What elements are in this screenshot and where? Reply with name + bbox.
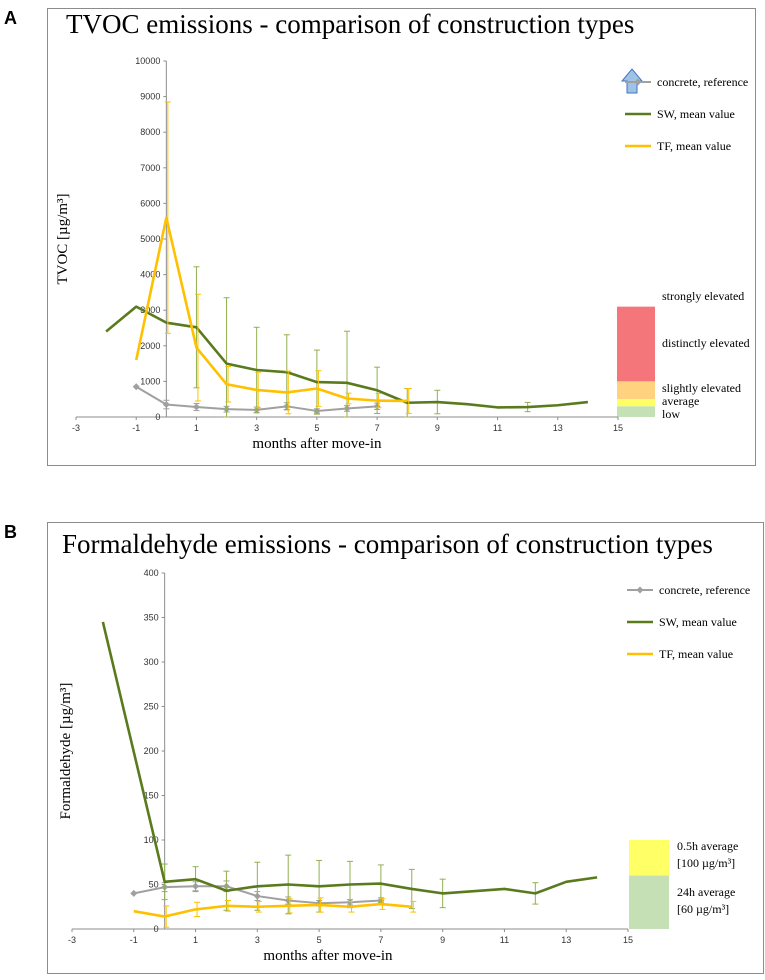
a-legend-concrete-label: concrete, reference xyxy=(657,75,748,89)
a-x-tick-label-15: 15 xyxy=(613,423,623,433)
a-x-tick-label-13: 13 xyxy=(553,423,563,433)
b-category-sublabel-0: [100 µg/m³] xyxy=(677,856,735,870)
b-category-band-0 xyxy=(629,840,669,876)
b-x-tick-label--1: -1 xyxy=(130,935,138,945)
a-category-label-2: slightly elevated xyxy=(662,381,741,395)
a-y-tick-label-10000: 10000 xyxy=(135,56,160,66)
b-y-tick-label-100: 100 xyxy=(144,835,159,845)
b-x-tick-label-15: 15 xyxy=(623,935,633,945)
b-y-axis-label: Formaldehyde [µg/m³] xyxy=(58,683,74,820)
a-x-tick-label-3: 3 xyxy=(254,423,259,433)
b-legend-concrete-label: concrete, reference xyxy=(659,583,750,597)
b-y-tick-label-250: 250 xyxy=(144,702,159,712)
b-x-tick-label-3: 3 xyxy=(255,935,260,945)
b-y-tick-label-400: 400 xyxy=(144,568,159,578)
a-x-tick-label--3: -3 xyxy=(72,423,80,433)
a-category-label-0: strongly elevated xyxy=(662,289,744,303)
a-y-tick-label-0: 0 xyxy=(155,412,160,422)
b-category-band-1 xyxy=(629,875,669,929)
b-x-tick-label-5: 5 xyxy=(317,935,322,945)
a-category-label-3: average xyxy=(662,394,699,408)
a-x-tick-label-1: 1 xyxy=(194,423,199,433)
b-x-tick-label-11: 11 xyxy=(500,935,509,945)
b-x-tick-label-13: 13 xyxy=(561,935,571,945)
a-x-tick-label--1: -1 xyxy=(132,423,140,433)
b-x-tick-label--3: -3 xyxy=(68,935,76,945)
a-y-axis-label: TVOC [µg/m³] xyxy=(55,193,71,284)
a-y-tick-label-1000: 1000 xyxy=(140,376,160,386)
b-legend-sw-label: SW, mean value xyxy=(659,615,737,629)
b-y-tick-label-350: 350 xyxy=(144,613,159,623)
a-x-tick-label-5: 5 xyxy=(314,423,319,433)
a-x-axis-label: months after move-in xyxy=(252,436,382,452)
a-series-sw-line xyxy=(105,305,589,409)
b-x-tick-label-7: 7 xyxy=(378,935,383,945)
a-x-tick-label-7: 7 xyxy=(375,423,380,433)
a-legend-concrete-marker xyxy=(634,78,642,86)
a-y-tick-label-3000: 3000 xyxy=(140,305,160,315)
a-y-tick-label-9000: 9000 xyxy=(140,92,160,102)
b-legend-concrete-marker xyxy=(636,586,644,594)
b-category-label-1: 24h average xyxy=(677,885,735,899)
a-legend-tf-label: TF, mean value xyxy=(657,139,731,153)
a-y-tick-label-8000: 8000 xyxy=(140,127,160,137)
a-series-concrete-point-2 xyxy=(192,403,200,411)
a-series-concrete-point-1 xyxy=(162,401,170,409)
b-series-sw-line xyxy=(101,621,598,895)
b-y-tick-label-200: 200 xyxy=(144,746,159,756)
b-x-tick-label-9: 9 xyxy=(440,935,445,945)
a-y-tick-label-4000: 4000 xyxy=(140,270,160,280)
a-category-band-3 xyxy=(617,399,655,407)
panel-letter-a: A xyxy=(4,8,17,28)
a-category-label-1: distinctly elevated xyxy=(662,336,750,350)
b-y-tick-label-150: 150 xyxy=(144,791,159,801)
a-y-tick-label-2000: 2000 xyxy=(140,341,160,351)
a-title: TVOC emissions - comparison of construct… xyxy=(66,9,634,39)
b-series-tf-line xyxy=(133,902,412,918)
b-y-tick-label-0: 0 xyxy=(154,924,159,934)
b-y-tick-label-50: 50 xyxy=(149,880,159,890)
a-legend-sw-label: SW, mean value xyxy=(657,107,735,121)
a-category-band-1 xyxy=(617,306,655,382)
a-category-label-4: low xyxy=(662,407,680,421)
a-x-tick-label-11: 11 xyxy=(493,423,502,433)
b-legend-tf-label: TF, mean value xyxy=(659,647,733,661)
a-x-tick-label-9: 9 xyxy=(435,423,440,433)
a-y-tick-label-7000: 7000 xyxy=(140,163,160,173)
a-y-tick-label-5000: 5000 xyxy=(140,234,160,244)
b-y-tick-label-300: 300 xyxy=(144,657,159,667)
panel-letter-b: B xyxy=(4,522,17,542)
a-series-concrete-point-0 xyxy=(132,383,140,391)
a-category-band-2 xyxy=(617,381,655,400)
a-series-tf-line xyxy=(134,216,408,403)
a-y-tick-label-6000: 6000 xyxy=(140,198,160,208)
b-category-sublabel-1: [60 µg/m³] xyxy=(677,902,729,916)
b-x-axis-label: months after move-in xyxy=(263,948,393,964)
b-category-label-0: 0.5h average xyxy=(677,839,738,853)
b-series-concrete-point-0 xyxy=(130,889,138,897)
a-category-band-4 xyxy=(617,406,655,417)
b-title: Formaldehyde emissions - comparison of c… xyxy=(62,529,713,559)
b-x-tick-label-1: 1 xyxy=(193,935,198,945)
